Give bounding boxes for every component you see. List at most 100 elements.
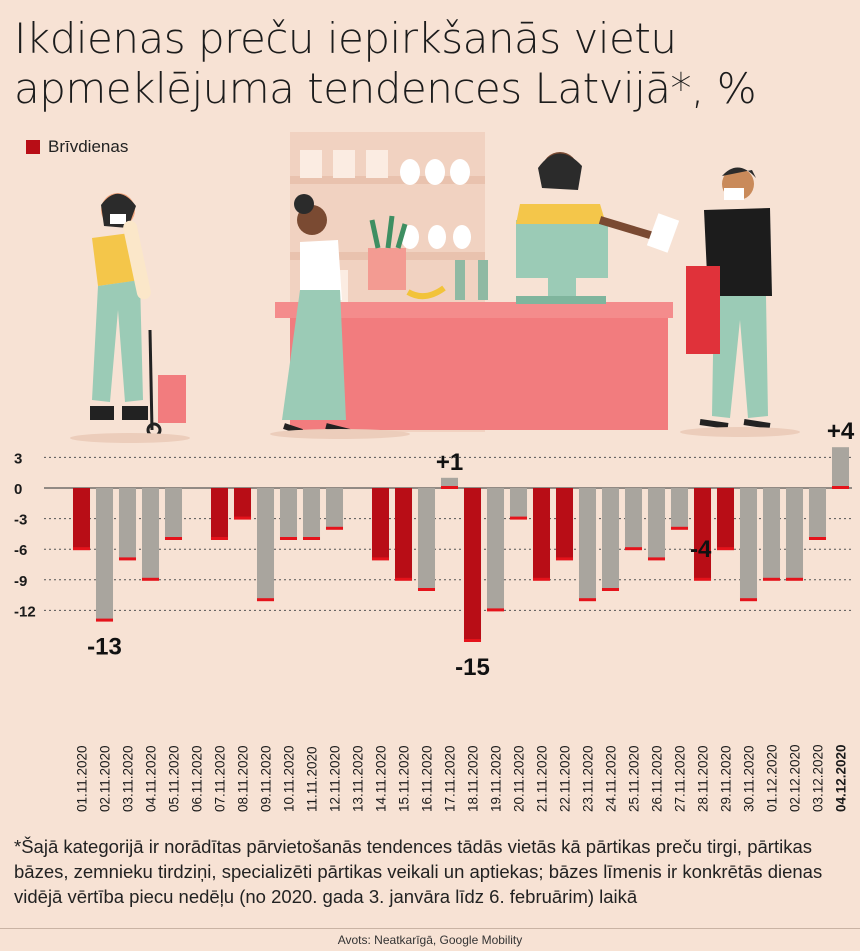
x-tick-label: 01.12.2020: [765, 744, 780, 812]
y-tick-label: -6: [14, 542, 27, 559]
chart-title: Ikdienas preču iepirkšanās vietu apmeklē…: [14, 14, 757, 113]
x-tick-label: 06.11.2020: [190, 745, 205, 812]
bar: [440, 477, 459, 488]
bar-end-marker: [739, 598, 758, 602]
x-tick-label: 19.11.2020: [489, 745, 504, 812]
bar-end-marker: [371, 557, 390, 561]
bar-end-marker: [532, 577, 551, 581]
x-tick-label: 27.11.2020: [673, 745, 688, 812]
x-tick-label: 29.11.2020: [719, 745, 734, 812]
x-tick-label: 03.11.2020: [121, 745, 136, 812]
bar-end-marker: [118, 557, 137, 561]
bar: [141, 488, 160, 580]
x-tick-label: 18.11.2020: [466, 745, 481, 812]
value-annotation: +1: [436, 449, 463, 476]
bars: [72, 447, 850, 642]
shopper-left: [70, 193, 190, 443]
shopper-right: [680, 167, 800, 437]
x-tick-label: 01.11.2020: [75, 745, 90, 812]
bar-end-marker: [578, 598, 597, 602]
bar: [624, 488, 643, 550]
bar-end-marker: [555, 557, 574, 561]
bar: [762, 488, 781, 580]
bar-end-marker: [95, 618, 114, 622]
x-tick-label: 08.11.2020: [236, 745, 251, 812]
x-tick-label: 03.12.2020: [811, 744, 826, 812]
bar: [739, 488, 758, 601]
x-tick-label: 04.12.2020: [834, 744, 849, 812]
shopper-middle: [270, 194, 410, 439]
x-tick-label: 25.11.2020: [627, 745, 642, 812]
y-tick-label: -9: [14, 573, 27, 590]
legend: Brīvdienas: [26, 137, 128, 157]
bar: [95, 488, 114, 621]
legend-label: Brīvdienas: [48, 137, 129, 156]
bar: [785, 488, 804, 580]
x-tick-label: 20.11.2020: [512, 745, 527, 812]
y-tick-label: 3: [14, 450, 22, 467]
bar: [72, 488, 91, 550]
x-tick-label: 04.11.2020: [144, 745, 159, 812]
bar-end-marker: [716, 547, 735, 551]
x-axis: 01.11.2020 02.11.2020 03.11.2020 04.11.2020…: [75, 744, 849, 812]
x-tick-label: 12.11.2020: [328, 745, 343, 812]
bar-end-marker: [325, 526, 344, 530]
source: Avots: Neatkarīgā, Google Mobility: [337, 933, 523, 947]
x-tick-label: 23.11.2020: [581, 745, 596, 812]
bar: [601, 488, 620, 590]
y-tick-label: 0: [14, 481, 22, 498]
bar-end-marker: [831, 486, 850, 489]
bar-end-marker: [808, 537, 827, 540]
bar-end-marker: [141, 577, 160, 581]
bar-end-marker: [486, 608, 505, 612]
bar-end-marker: [233, 516, 252, 520]
cashier: [516, 152, 680, 253]
bar: [831, 447, 850, 488]
bar-end-marker: [601, 588, 620, 591]
x-tick-label: 14.11.2020: [374, 745, 389, 812]
bar-chart: 3 0 -3 -6 -9 -12 -13 +1 -15 -4 +4 01.11.2020 02.11…: [14, 420, 855, 812]
x-tick-label: 13.11.2020: [351, 745, 366, 812]
divider: [0, 928, 860, 929]
bar: [555, 488, 574, 560]
value-annotation: +4: [827, 420, 855, 445]
x-tick-label: 21.11.2020: [535, 745, 550, 812]
x-tick-label: 10.11.2020: [282, 745, 297, 812]
shop-counter: [275, 215, 673, 430]
x-tick-label: 26.11.2020: [650, 745, 665, 812]
x-tick-label: 16.11.2020: [420, 745, 435, 812]
bar: [532, 488, 551, 580]
bar: [647, 488, 666, 560]
footnote: *Šajā kategorijā ir norādītas pārvietoša…: [14, 836, 823, 907]
bar-end-marker: [463, 639, 482, 642]
bar-end-marker: [394, 577, 413, 581]
value-annotation: -15: [455, 654, 490, 681]
bar: [210, 488, 229, 539]
x-tick-label: 09.11.2020: [259, 745, 274, 812]
bar: [509, 488, 528, 519]
x-tick-label: 28.11.2020: [696, 745, 711, 812]
x-tick-label: 17.11.2020: [443, 745, 458, 812]
x-tick-label: 22.11.2020: [558, 745, 573, 812]
bar: [302, 488, 321, 539]
bar-end-marker: [509, 516, 528, 520]
bar: [394, 488, 413, 580]
bar: [256, 488, 275, 601]
bar: [279, 488, 298, 539]
bar-end-marker: [624, 547, 643, 551]
bar-end-marker: [670, 526, 689, 530]
bar: [233, 488, 252, 519]
bar: [463, 488, 482, 641]
bar: [325, 488, 344, 529]
annotations: -13 +1 -15 -4 +4: [87, 420, 855, 681]
x-tick-label: 15.11.2020: [397, 745, 412, 812]
bar: [693, 488, 712, 580]
bar: [808, 488, 827, 539]
bar-end-marker: [164, 537, 183, 540]
value-annotation: -13: [87, 634, 122, 661]
x-tick-label: 24.11.2020: [604, 745, 619, 812]
legend-swatch: [26, 140, 40, 154]
x-tick-label: 07.11.2020: [213, 745, 228, 812]
bar-end-marker: [785, 577, 804, 581]
bar-end-marker: [256, 598, 275, 602]
